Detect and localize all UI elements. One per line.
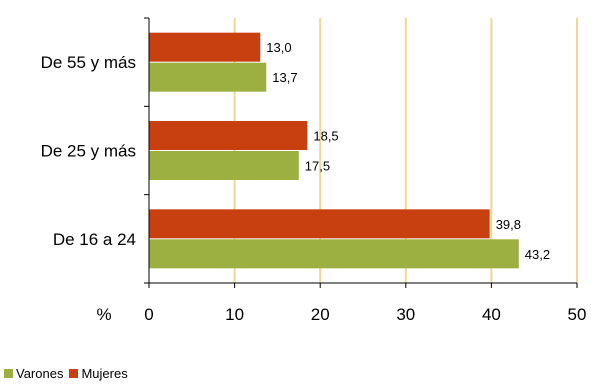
legend-swatch-mujeres — [69, 369, 79, 378]
bar-mujeres-0 — [149, 32, 261, 62]
x-tick-label-30: 30 — [396, 305, 415, 324]
legend-item-mujeres: Mujeres — [69, 366, 128, 381]
category-label-2: De 16 a 24 — [53, 230, 136, 249]
bars — [149, 32, 519, 269]
legend-label-varones: Varones — [16, 366, 64, 381]
category-label-0: De 55 y más — [41, 53, 136, 72]
x-tick-label-10: 10 — [225, 305, 244, 324]
data-label-varones-0: 13,7 — [272, 70, 297, 85]
x-tick-label-0: 0 — [144, 305, 153, 324]
x-tick-label-40: 40 — [482, 305, 501, 324]
legend-item-varones: Varones — [4, 366, 63, 381]
data-label-mujeres-0: 13,0 — [266, 40, 291, 55]
legend-label-mujeres: Mujeres — [81, 366, 128, 381]
legend: Varones Mujeres — [4, 366, 134, 381]
bar-varones-1 — [149, 151, 299, 180]
x-tick-label-50: 50 — [568, 305, 587, 324]
data-label-varones-2: 43,2 — [525, 247, 550, 262]
legend-swatch-varones — [4, 369, 13, 378]
x-tick-label-20: 20 — [311, 305, 330, 324]
bar-varones-0 — [149, 62, 267, 92]
bar-varones-2 — [149, 239, 519, 269]
data-label-mujeres-1: 18,5 — [313, 129, 338, 144]
axes — [144, 17, 578, 288]
data-label-mujeres-2: 39,8 — [496, 217, 521, 232]
bar-mujeres-1 — [149, 121, 308, 150]
labels: 13,0 13,7 De 55 y más 18,5 17,5 De 25 y más 39… — [41, 40, 587, 324]
gridlines — [233, 18, 578, 283]
x-axis-label: % — [96, 305, 111, 324]
category-label-1: De 25 y más — [41, 142, 136, 161]
bar-mujeres-2 — [149, 209, 490, 239]
data-label-varones-1: 17,5 — [305, 159, 330, 174]
